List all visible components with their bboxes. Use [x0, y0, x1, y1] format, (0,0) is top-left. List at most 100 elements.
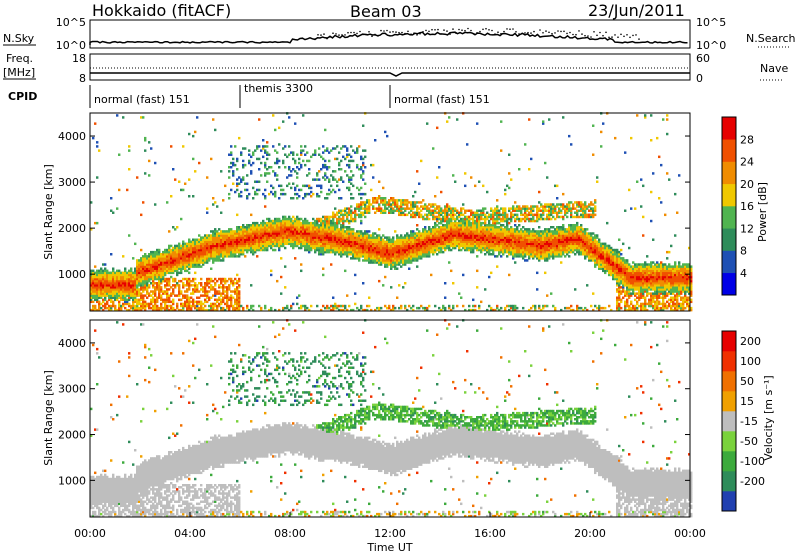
- power-cell: [142, 296, 145, 299]
- power-cell: [372, 232, 375, 235]
- power-cell: [252, 228, 255, 231]
- power-cell: [396, 263, 399, 266]
- power-cell: [338, 234, 341, 237]
- power-cell: [426, 308, 429, 312]
- nsearch-point: [635, 34, 637, 36]
- power-cell: [178, 288, 181, 291]
- power-cell: [430, 244, 433, 248]
- power-cell: [360, 205, 363, 208]
- power-cell: [460, 217, 463, 221]
- power-cell: [510, 226, 513, 229]
- power-cell: [294, 221, 297, 225]
- power-cell: [242, 178, 245, 181]
- power-cell: [472, 248, 475, 252]
- power-cell: [436, 219, 439, 223]
- power-cell: [232, 240, 235, 243]
- power-cell: [412, 215, 415, 219]
- power-cell: [164, 279, 167, 283]
- power-cell: [486, 224, 489, 227]
- power-cell: [302, 226, 305, 229]
- power-cell: [378, 180, 381, 183]
- power-cell: [108, 290, 111, 293]
- power-cell: [224, 242, 227, 246]
- power-cell: [318, 153, 321, 156]
- power-cell: [368, 201, 371, 204]
- power-cell: [262, 244, 265, 248]
- power-cell: [380, 261, 383, 264]
- power-cell: [334, 230, 337, 233]
- power-cell: [272, 234, 275, 237]
- power-cell: [410, 261, 413, 264]
- power-cell: [404, 199, 407, 202]
- power-cell: [252, 234, 255, 237]
- power-cell: [242, 308, 245, 312]
- power-cell: [412, 236, 415, 239]
- power-cell: [414, 255, 417, 258]
- power-cell: [192, 292, 195, 295]
- power-cell: [172, 288, 175, 291]
- nsearch-point: [347, 31, 349, 34]
- power-cell: [166, 261, 169, 264]
- power-cell: [348, 163, 351, 167]
- power-cell: [450, 234, 453, 237]
- power-cell: [376, 246, 379, 250]
- power-cell: [180, 292, 183, 295]
- power-cell: [482, 246, 485, 250]
- power-cell: [142, 263, 145, 266]
- power-cell: [154, 263, 157, 266]
- power-cell: [362, 124, 365, 127]
- power-cell: [94, 304, 97, 308]
- power-cell: [358, 145, 361, 148]
- power-cell: [310, 242, 313, 246]
- power-cell: [340, 248, 343, 252]
- power-cell: [446, 213, 449, 217]
- power-cell: [284, 238, 287, 241]
- power-cell: [200, 242, 203, 246]
- power-cell: [452, 230, 455, 233]
- power-cell: [490, 217, 493, 221]
- power-cell: [332, 238, 335, 241]
- power-cell: [380, 263, 383, 266]
- power-cell: [126, 300, 129, 304]
- power-cell: [292, 238, 295, 241]
- power-cell: [158, 290, 161, 293]
- power-cell: [178, 242, 181, 246]
- power-cell: [444, 217, 447, 221]
- power-cell: [364, 203, 367, 206]
- power-cell: [338, 238, 341, 241]
- power-cell: [322, 253, 325, 256]
- power-cell: [282, 192, 285, 196]
- power-cell: [110, 288, 113, 291]
- power-cell: [440, 228, 443, 231]
- power-cell: [238, 298, 241, 302]
- power-cell: [294, 170, 297, 173]
- power-cell: [362, 201, 365, 204]
- power-cell: [350, 217, 353, 221]
- power-cell: [332, 176, 335, 179]
- power-cell: [116, 279, 119, 283]
- power-cell: [204, 294, 207, 297]
- power-cell: [306, 226, 309, 229]
- power-cell: [276, 234, 279, 237]
- power-cell: [280, 234, 283, 237]
- nsearch-point: [437, 28, 439, 31]
- power-cell: [434, 234, 437, 237]
- power-cell: [130, 277, 133, 281]
- power-cell: [506, 255, 509, 258]
- power-cell: [360, 230, 363, 233]
- power-cell: [166, 271, 169, 275]
- power-cell: [194, 253, 197, 256]
- power-cell: [406, 248, 409, 252]
- power-cell: [230, 255, 233, 258]
- power-cell: [130, 286, 133, 289]
- power-cell: [166, 290, 169, 293]
- power-cell: [462, 232, 465, 235]
- power-cell: [154, 282, 157, 285]
- power-cell: [362, 161, 365, 165]
- power-cell: [200, 308, 203, 312]
- power-cell: [212, 304, 215, 308]
- power-cell: [168, 230, 171, 233]
- power-cell: [164, 284, 167, 287]
- power-cell: [482, 211, 485, 214]
- power-cell: [176, 304, 179, 308]
